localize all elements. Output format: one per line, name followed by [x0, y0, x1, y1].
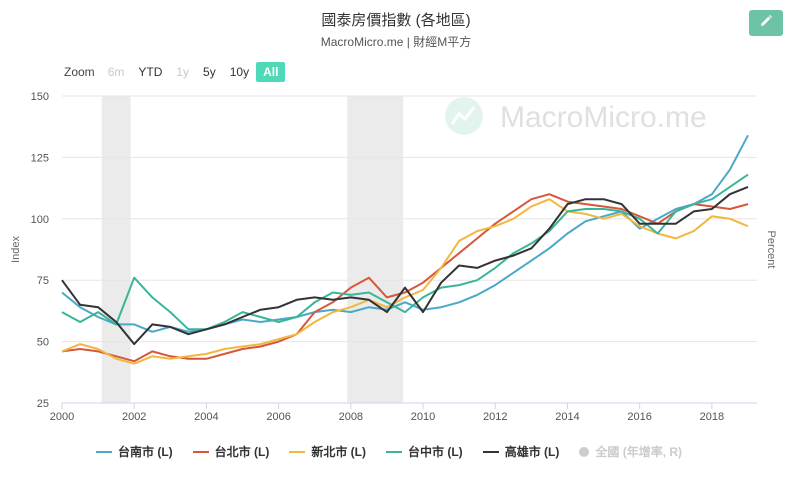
- range-10y-button[interactable]: 10y: [229, 65, 250, 79]
- y2-axis-title: Percent: [765, 231, 777, 269]
- watermark-logo-icon: [445, 97, 483, 135]
- x-tick-label: 2002: [122, 411, 146, 423]
- series-line-3: [61, 173, 749, 331]
- range-6m-button[interactable]: 6m: [107, 65, 125, 79]
- chart-title: 國泰房價指數 (各地區): [321, 12, 471, 29]
- x-tick-label: 2014: [555, 411, 579, 423]
- recession-band: [347, 96, 404, 403]
- y-tick-label: 100: [31, 214, 49, 226]
- x-tick-label: 2010: [411, 411, 435, 423]
- series-line-0: [61, 134, 749, 333]
- legend-item-4[interactable]: 高雄市 (L): [482, 443, 560, 460]
- edit-button[interactable]: [749, 10, 783, 36]
- legend-item-0[interactable]: 台南市 (L): [96, 443, 173, 460]
- legend-swatch: [96, 450, 112, 453]
- zoom-label: Zoom: [64, 65, 95, 79]
- y-axis-title: Index: [10, 236, 22, 263]
- chart-subtitle: MacroMicro.me | 財經M平方: [320, 35, 472, 49]
- legend-swatch: [386, 450, 403, 453]
- legend-swatch: [192, 450, 209, 453]
- y-tick-label: 150: [31, 91, 49, 103]
- y-tick-label: 75: [37, 275, 49, 287]
- legend-item-2[interactable]: 新北市 (L): [289, 443, 366, 460]
- y-tick-label: 25: [37, 398, 49, 410]
- range-all-button[interactable]: All: [256, 62, 286, 82]
- y-tick-label: 125: [31, 152, 49, 164]
- legend-item-1[interactable]: 台北市 (L): [192, 443, 270, 460]
- pencil-icon: [759, 14, 773, 33]
- range-selector: Zoom 6m YTD 1y 5y 10y All: [58, 61, 286, 83]
- x-tick-label: 2006: [266, 411, 290, 423]
- legend-label: 高雄市 (L): [504, 445, 560, 459]
- recession-band: [101, 96, 131, 403]
- legend-label: 全國 (年增率, R): [595, 445, 683, 459]
- x-tick-label: 2018: [700, 411, 724, 423]
- range-ytd-button[interactable]: YTD: [138, 65, 163, 79]
- legend: 台南市 (L) 台北市 (L) 新北市 (L) 台中市 (L) 高雄市 (L) 全國 (年…: [96, 443, 702, 460]
- legend-label: 台北市 (L): [214, 445, 270, 459]
- x-tick-label: 2000: [50, 411, 74, 423]
- x-tick-label: 2008: [339, 411, 363, 423]
- legend-label: 台中市 (L): [408, 445, 463, 459]
- x-tick-label: 2012: [483, 411, 507, 423]
- watermark-text: MacroMicro.me: [500, 101, 707, 134]
- legend-swatch: [482, 450, 499, 453]
- legend-label: 新北市 (L): [311, 445, 367, 459]
- legend-item-3[interactable]: 台中市 (L): [386, 443, 463, 460]
- series-line-4: [61, 185, 749, 346]
- y-tick-label: 50: [37, 337, 49, 349]
- legend-label: 台南市 (L): [118, 445, 173, 459]
- watermark: MacroMicro.me: [445, 97, 707, 135]
- x-tick-label: 2004: [194, 411, 218, 423]
- legend-swatch: [579, 446, 590, 457]
- legend-swatch: [289, 450, 306, 453]
- range-5y-button[interactable]: 5y: [203, 65, 216, 79]
- range-1y-button[interactable]: 1y: [176, 65, 190, 79]
- series-line-2: [61, 198, 749, 365]
- legend-item-5[interactable]: 全國 (年增率, R): [579, 443, 682, 460]
- x-tick-label: 2016: [627, 411, 651, 423]
